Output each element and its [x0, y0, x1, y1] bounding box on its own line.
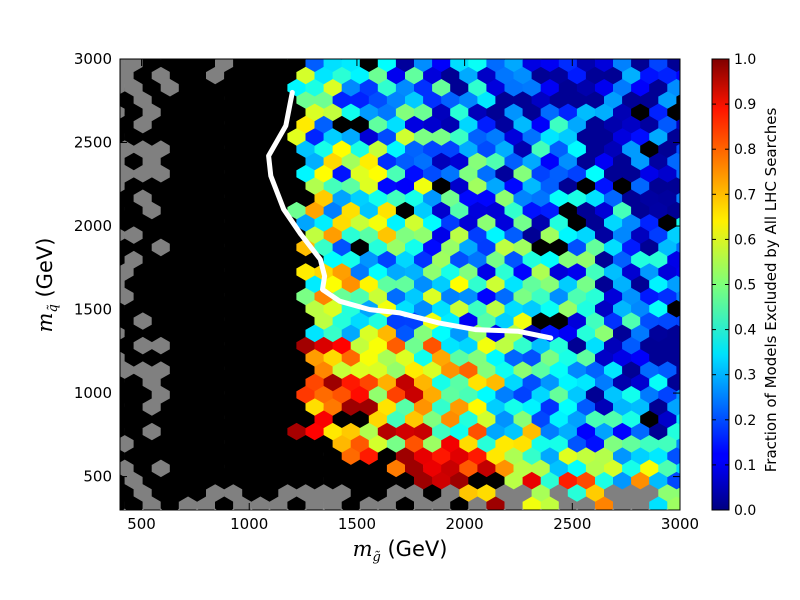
y-tick-label: 3000 — [74, 50, 112, 68]
heatmap-cell — [504, 59, 523, 72]
heatmap-cell — [196, 59, 216, 72]
heatmap-cell — [395, 59, 415, 72]
heatmap-cell — [141, 59, 145, 60]
colorbar-tick-label: 0.6 — [734, 232, 756, 248]
heatmap-cell — [503, 59, 506, 60]
heatmap-cell — [341, 59, 361, 72]
x-tick-label: 2000 — [446, 515, 484, 533]
heatmap-cell — [540, 59, 560, 72]
heatmap-cell — [576, 59, 596, 72]
heatmap-cell — [213, 59, 217, 60]
heatmap-cell — [269, 59, 288, 72]
y-tick-label: 2500 — [74, 134, 112, 152]
colorbar-tick-label: 0.9 — [734, 97, 756, 113]
heatmap-cell — [305, 59, 324, 72]
colorbar-ticks: 0.0 0.1 0.2 0.3 0.4 0.5 0.6 0.7 0.8 0.9 1.0 — [712, 52, 756, 519]
heatmap-cell — [120, 59, 125, 70]
x-tick-label: 3000 — [661, 515, 699, 533]
heatmap-cell — [159, 59, 163, 60]
colorbar-tick-label: 0.0 — [734, 503, 756, 519]
heatmap-cell — [286, 59, 289, 60]
plot-frame — [119, 58, 681, 511]
colorbar-tick-label: 1.0 — [734, 52, 756, 68]
heatmap-cell — [486, 59, 505, 72]
heatmap-cell — [521, 59, 525, 60]
heatmap-cell — [522, 59, 541, 72]
heatmap-cell — [340, 59, 344, 60]
heatmap-cell — [450, 59, 469, 72]
x-tick-label: 500 — [127, 515, 156, 533]
heatmap-cell — [142, 59, 162, 72]
heatmap-cell — [467, 59, 470, 60]
heatmap-cell — [304, 59, 307, 60]
heatmap-cell — [268, 59, 271, 60]
heatmap-cell — [539, 59, 543, 60]
colorbar-tick-label: 0.3 — [734, 368, 756, 384]
x-tick-label: 1500 — [338, 515, 376, 533]
y-tick-label: 2000 — [74, 217, 112, 235]
heatmap-cell — [667, 59, 680, 72]
heatmap-cell — [177, 59, 181, 60]
heatmap-cells — [120, 38, 694, 510]
colorbar-tick-label: 0.2 — [734, 413, 756, 429]
heatmap-cell — [250, 59, 253, 60]
heatmap-cell — [251, 59, 270, 72]
heatmap-cell — [232, 59, 235, 60]
heatmap-cell — [322, 59, 326, 60]
heatmap-cell — [468, 59, 487, 72]
heatmap-cell — [377, 59, 397, 72]
heatmap-cell — [595, 59, 614, 72]
heatmap-cell — [124, 59, 143, 72]
heatmap-cell — [611, 59, 615, 60]
heatmap-cell — [575, 59, 579, 60]
heatmap-cell — [287, 59, 306, 72]
heatmap-cell — [613, 59, 632, 72]
y-tick-label: 500 — [83, 468, 112, 486]
heatmap-cell — [178, 59, 198, 72]
y-tick-label: 1000 — [74, 384, 112, 402]
colorbar-tick-label: 0.1 — [734, 458, 756, 474]
heatmap-cell — [648, 59, 651, 60]
x-tick-label: 1000 — [230, 515, 268, 533]
colorbar-label: Fraction of Models Excluded by All LHC S… — [762, 108, 780, 473]
heatmap-cell — [414, 59, 433, 72]
heatmap-cell — [631, 59, 650, 72]
heatmap-cell — [323, 59, 342, 72]
heatmap-cell — [215, 59, 234, 72]
heatmap-cell — [233, 59, 252, 72]
heatmap-cell — [649, 59, 668, 72]
heatmap-cell — [412, 59, 416, 60]
heatmap-cell — [195, 59, 199, 60]
x-axis-label: mg̃ (GeV) — [353, 537, 448, 565]
y-axis-ticks: 500 1000 1500 2000 2500 3000 — [74, 50, 680, 486]
heatmap-cell — [160, 59, 180, 72]
heatmap-cell — [359, 59, 379, 72]
heatmap-cell — [593, 59, 597, 60]
y-axis-label: mq̃ (GeV) — [33, 238, 61, 333]
y-tick-label: 1500 — [74, 301, 112, 319]
colorbar-tick-label: 0.4 — [734, 323, 756, 339]
heatmap-cell — [630, 59, 633, 60]
heatmap-cell — [394, 59, 398, 60]
colorbar-tick-label: 0.8 — [734, 142, 756, 158]
heatmap-cell — [376, 59, 380, 60]
heatmap-cell — [485, 59, 488, 60]
heatmap-cell — [557, 59, 561, 60]
heatmap-cell — [666, 59, 669, 60]
heatmap-cell — [449, 59, 452, 60]
colorbar-tick-label: 0.5 — [734, 278, 756, 294]
heatmap-cell — [123, 59, 126, 60]
colorbar-tick-label: 0.7 — [734, 187, 756, 203]
heatmap-cell — [432, 59, 451, 72]
x-tick-label: 2500 — [553, 515, 591, 533]
heatmap-cell — [358, 59, 362, 60]
heatmap-cell — [431, 59, 434, 60]
exclusion-contour-line — [266, 89, 554, 341]
heatmap-cell — [676, 38, 694, 59]
x-axis-ticks: 500 1000 1500 2000 2500 3000 — [127, 59, 699, 533]
